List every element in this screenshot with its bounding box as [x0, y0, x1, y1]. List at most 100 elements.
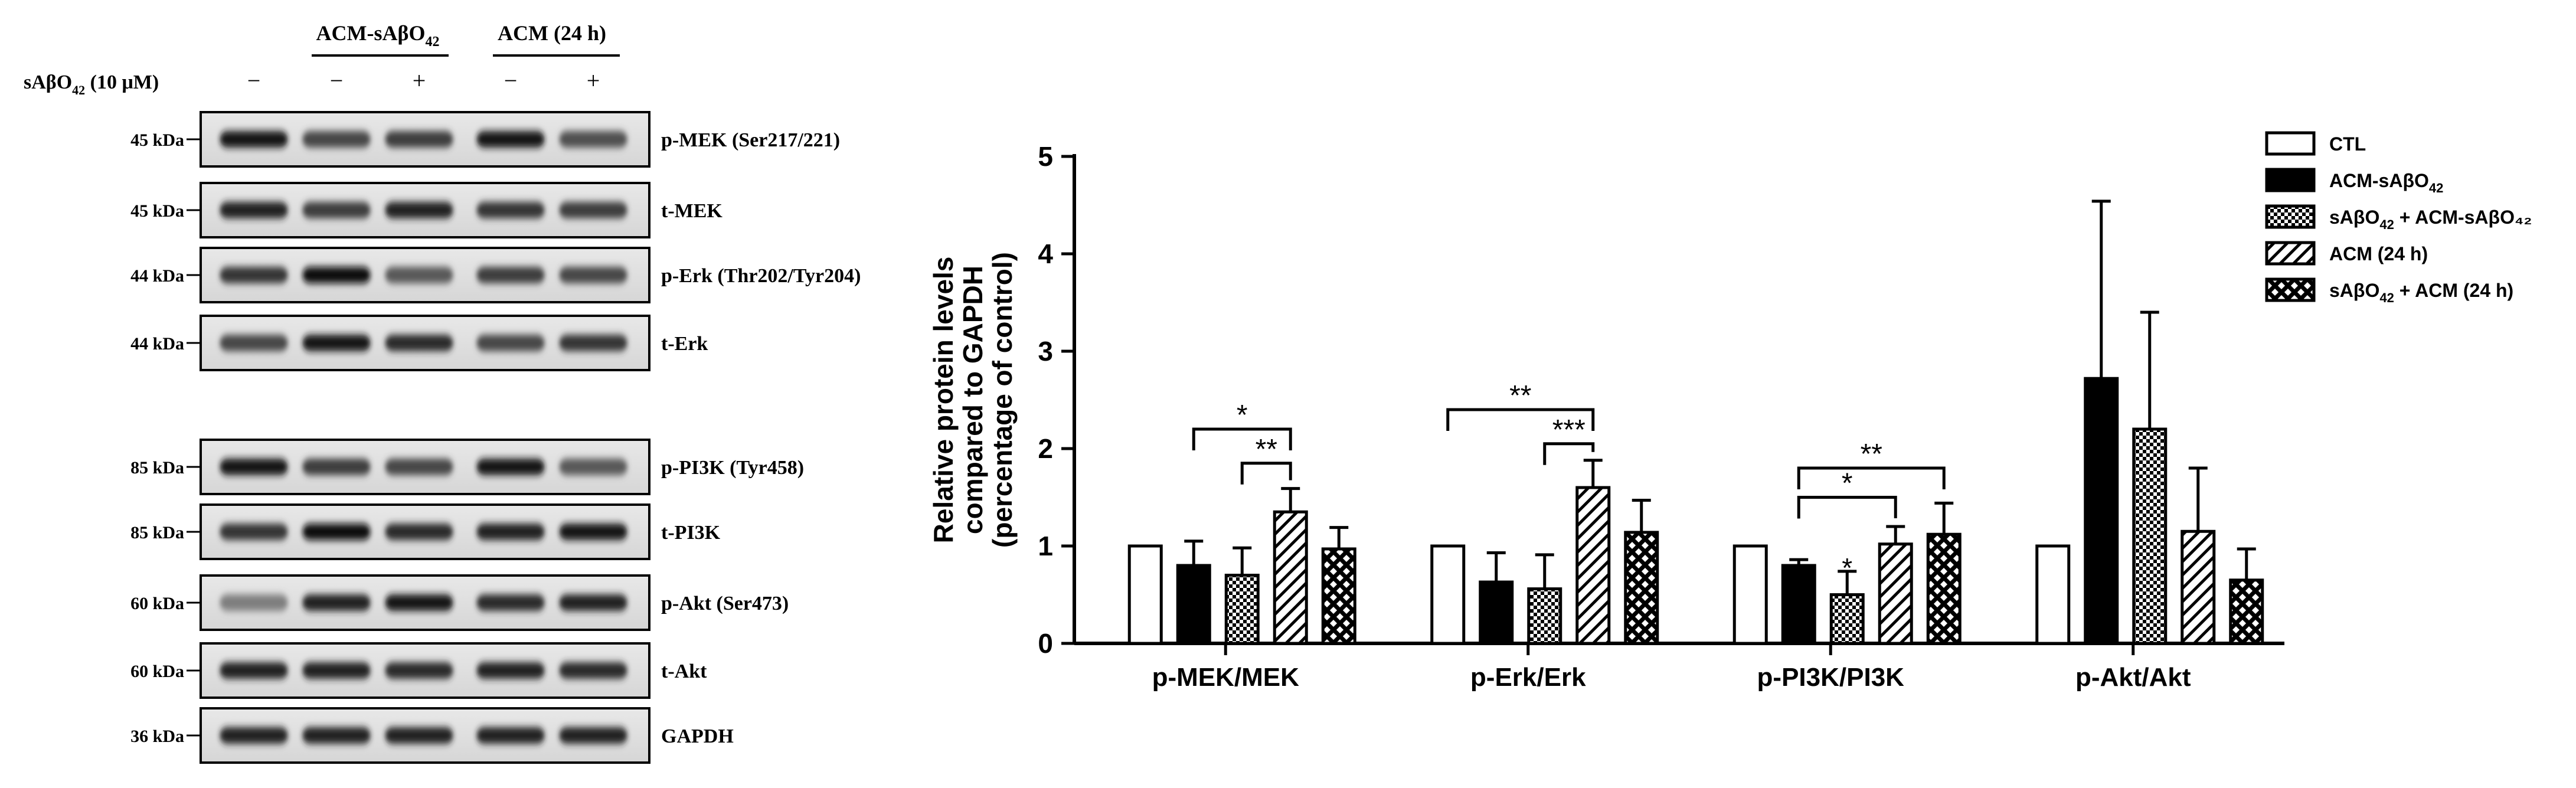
legend-swatch — [2265, 241, 2316, 266]
blot-band — [220, 662, 288, 679]
blot-band — [476, 267, 545, 283]
bar — [1624, 531, 1659, 645]
bar-significance-star: * — [1842, 552, 1852, 583]
protein-label: t-Erk — [661, 333, 708, 355]
blot-band — [385, 131, 453, 148]
blot-panel-4: 44 kDa t-Erk — [130, 315, 708, 371]
blot-band — [302, 459, 371, 475]
kda-label: 44 kDa — [130, 334, 184, 354]
legend-item: ACM-sAβO42 — [2265, 168, 2443, 195]
significance-stars: ** — [1861, 439, 1882, 470]
blot-band — [302, 662, 371, 679]
y-tick-label: 3 — [1038, 336, 1053, 367]
blot-band — [385, 459, 453, 475]
group1-label: ACM-sAβO42 — [316, 21, 440, 50]
blot-band — [476, 594, 545, 611]
blot-band — [559, 727, 627, 744]
blot-panel-1: 45 kDa p-MEK (Ser217/221) — [130, 111, 840, 168]
blot-band — [559, 131, 627, 148]
blot-band — [476, 202, 545, 218]
kda-label: 60 kDa — [130, 662, 184, 681]
blot-band — [476, 131, 545, 148]
blot-band — [476, 335, 545, 351]
legend-swatch — [2265, 204, 2316, 229]
protein-label: p-PI3K (Tyr458) — [661, 457, 804, 479]
protein-label: p-Erk (Thr202/Tyr204) — [661, 265, 861, 287]
blot-band — [385, 335, 453, 351]
blot-panel-8: 60 kDa t-Akt — [130, 642, 707, 699]
bar — [1878, 542, 1913, 645]
x-tick-label: p-PI3K/PI3K — [1757, 663, 1905, 692]
blot-band — [220, 267, 288, 283]
blot-band — [385, 202, 453, 218]
significance-bracket — [1192, 427, 1292, 450]
blot-band — [220, 202, 288, 218]
blot-panel-2: 45 kDa t-MEK — [130, 182, 723, 238]
bar — [1176, 564, 1211, 645]
blot-band — [302, 594, 371, 611]
bar — [1575, 486, 1611, 645]
y-axis-label-line: (percentage of control) — [987, 252, 1018, 548]
blot-band — [220, 459, 288, 475]
protein-label: t-Akt — [661, 661, 707, 682]
blot-band — [302, 335, 371, 351]
protein-label: t-PI3K — [661, 522, 721, 544]
legend-swatch — [2265, 168, 2316, 192]
legend: CTL ACM-sAβO42 sAβO42 + ACM-sAβO₄₂ ACM (24 … — [2265, 131, 2532, 305]
blot-band — [559, 459, 627, 475]
blot-band — [220, 335, 288, 351]
bar — [1273, 510, 1308, 645]
y-tick-label: 2 — [1038, 433, 1053, 464]
blot-band — [220, 131, 288, 148]
kda-label: 45 kDa — [130, 201, 184, 221]
legend-label: sAβO42 + ACM (24 h) — [2329, 280, 2513, 305]
bar — [1430, 544, 1466, 645]
y-tick-label: 0 — [1038, 628, 1053, 659]
kda-label: 85 kDa — [130, 523, 184, 542]
kda-label: 44 kDa — [130, 266, 184, 286]
legend-item: CTL — [2265, 131, 2366, 156]
blot-band — [385, 727, 453, 744]
blot-band — [220, 524, 288, 540]
significance-bracket — [1446, 408, 1595, 431]
legend-item: ACM (24 h) — [2265, 241, 2428, 266]
blot-band — [385, 594, 453, 611]
blot-band — [302, 267, 371, 283]
blot-panel-5: 85 kDa p-PI3K (Tyr458) — [130, 439, 804, 495]
blot-panel-7: 60 kDa p-Akt (Ser473) — [130, 574, 789, 631]
x-tick-label: p-Akt/Akt — [2075, 663, 2191, 692]
blot-band — [559, 662, 627, 679]
blot-band — [302, 131, 371, 148]
legend-label: ACM (24 h) — [2329, 243, 2428, 264]
blot-band — [476, 727, 545, 744]
bar — [1926, 532, 1962, 645]
blot-band — [559, 335, 627, 351]
blot-band — [559, 524, 627, 540]
legend-label: CTL — [2329, 133, 2366, 155]
bar — [2132, 427, 2168, 645]
blot-band — [220, 594, 288, 611]
blot-band — [302, 727, 371, 744]
bar — [1781, 564, 1816, 645]
kda-label: 60 kDa — [130, 594, 184, 613]
significance-stars: ** — [1256, 434, 1277, 465]
bar — [1479, 580, 1514, 645]
bar — [1321, 547, 1356, 645]
lane-sign-5: + — [587, 67, 600, 94]
bar — [1829, 593, 1865, 645]
legend-label: sAβO42 + ACM-sAβO₄₂ — [2329, 207, 2532, 232]
x-tick-label: p-Erk/Erk — [1470, 663, 1586, 692]
kda-label: 85 kDa — [130, 458, 184, 478]
lane-sign-2: − — [330, 67, 344, 94]
bar — [2229, 578, 2264, 645]
treatment-label: sAβO42 (10 μM) — [24, 71, 159, 97]
blot-panel-9: 36 kDa GAPDH — [130, 707, 734, 764]
blot-panel-3: 44 kDa p-Erk (Thr202/Tyr204) — [130, 247, 861, 303]
x-tick-label: p-MEK/MEK — [1152, 663, 1300, 692]
lane-sign-4: − — [504, 67, 518, 94]
protein-label: p-Akt (Ser473) — [661, 593, 789, 614]
blot-band — [385, 267, 453, 283]
bar — [2181, 529, 2216, 645]
legend-swatch — [2265, 277, 2316, 302]
